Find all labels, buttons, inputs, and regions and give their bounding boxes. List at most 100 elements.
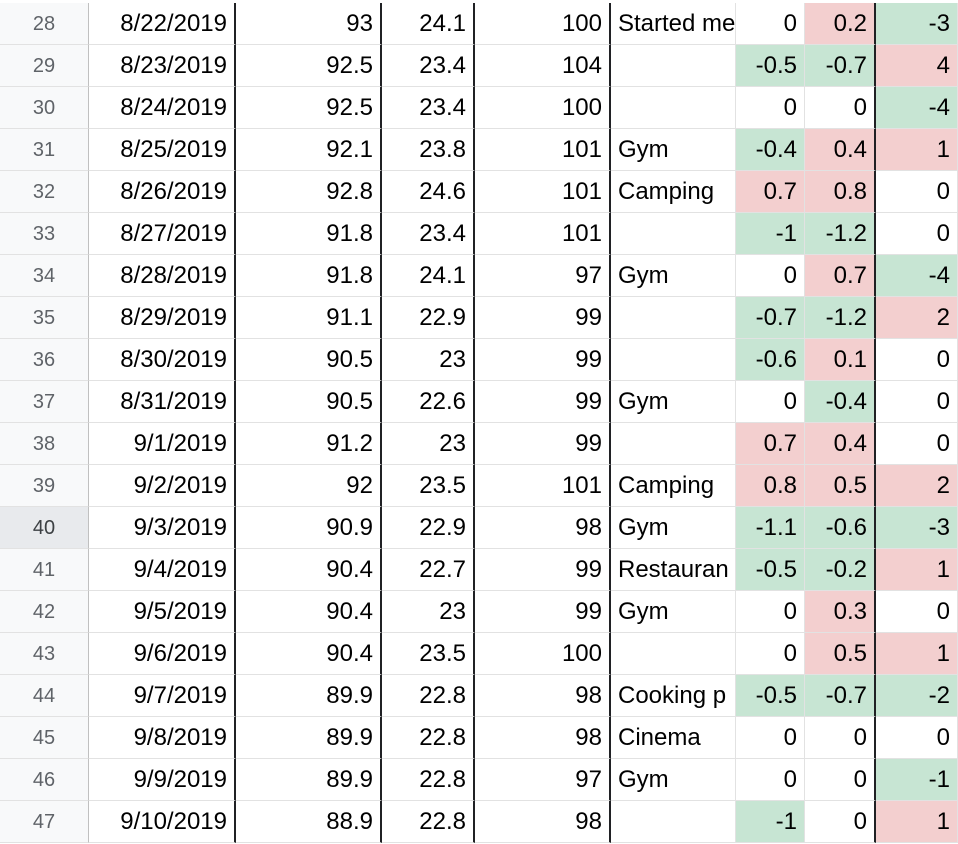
date-cell[interactable]: 9/3/2019 <box>89 507 236 549</box>
value-c-cell[interactable]: 101 <box>475 129 611 171</box>
delta-c-cell[interactable]: 0 <box>876 171 958 213</box>
date-cell[interactable]: 8/22/2019 <box>89 3 236 45</box>
value-b-cell[interactable]: 22.8 <box>382 801 475 843</box>
delta-b-cell[interactable]: -0.4 <box>805 381 876 423</box>
date-cell[interactable]: 9/5/2019 <box>89 591 236 633</box>
date-cell[interactable]: 8/25/2019 <box>89 129 236 171</box>
value-b-cell[interactable]: 23.4 <box>382 87 475 129</box>
value-c-cell[interactable]: 98 <box>475 507 611 549</box>
row-header[interactable]: 35 <box>0 297 89 339</box>
row-header[interactable]: 28 <box>0 3 89 45</box>
value-c-cell[interactable]: 104 <box>475 45 611 87</box>
value-a-cell[interactable]: 92 <box>236 465 382 507</box>
delta-c-cell[interactable]: -4 <box>876 255 958 297</box>
delta-c-cell[interactable]: -1 <box>876 759 958 801</box>
row-header[interactable]: 41 <box>0 549 89 591</box>
delta-a-cell[interactable]: 0 <box>736 759 805 801</box>
value-b-cell[interactable]: 22.6 <box>382 381 475 423</box>
value-c-cell[interactable]: 98 <box>475 717 611 759</box>
date-cell[interactable]: 8/29/2019 <box>89 297 236 339</box>
value-a-cell[interactable]: 89.9 <box>236 675 382 717</box>
value-a-cell[interactable]: 90.4 <box>236 549 382 591</box>
delta-a-cell[interactable]: 0 <box>736 255 805 297</box>
value-c-cell[interactable]: 97 <box>475 255 611 297</box>
date-cell[interactable]: 9/2/2019 <box>89 465 236 507</box>
value-b-cell[interactable]: 22.8 <box>382 675 475 717</box>
delta-c-cell[interactable]: 0 <box>876 381 958 423</box>
note-cell[interactable]: Gym <box>611 759 736 801</box>
row-header[interactable]: 29 <box>0 45 89 87</box>
row-header[interactable]: 33 <box>0 213 89 255</box>
delta-b-cell[interactable]: 0 <box>805 87 876 129</box>
note-cell[interactable] <box>611 213 736 255</box>
row-header[interactable]: 47 <box>0 801 89 843</box>
value-b-cell[interactable]: 24.1 <box>382 255 475 297</box>
note-cell[interactable]: Cinema <box>611 717 736 759</box>
value-c-cell[interactable]: 101 <box>475 213 611 255</box>
row-header[interactable]: 40 <box>0 507 89 549</box>
delta-a-cell[interactable]: 0.8 <box>736 465 805 507</box>
row-header[interactable]: 44 <box>0 675 89 717</box>
row-header[interactable]: 37 <box>0 381 89 423</box>
date-cell[interactable]: 9/7/2019 <box>89 675 236 717</box>
delta-c-cell[interactable]: 2 <box>876 297 958 339</box>
delta-c-cell[interactable]: -4 <box>876 87 958 129</box>
delta-a-cell[interactable]: 0 <box>736 717 805 759</box>
date-cell[interactable]: 8/24/2019 <box>89 87 236 129</box>
delta-a-cell[interactable]: -0.6 <box>736 339 805 381</box>
value-b-cell[interactable]: 23.4 <box>382 213 475 255</box>
delta-a-cell[interactable]: -0.5 <box>736 675 805 717</box>
row-header[interactable]: 45 <box>0 717 89 759</box>
delta-c-cell[interactable]: 2 <box>876 465 958 507</box>
value-a-cell[interactable]: 92.5 <box>236 87 382 129</box>
delta-c-cell[interactable]: -3 <box>876 507 958 549</box>
value-a-cell[interactable]: 90.4 <box>236 591 382 633</box>
value-b-cell[interactable]: 22.8 <box>382 717 475 759</box>
row-header[interactable]: 30 <box>0 87 89 129</box>
delta-c-cell[interactable]: 0 <box>876 339 958 381</box>
delta-c-cell[interactable]: 1 <box>876 633 958 675</box>
date-cell[interactable]: 8/28/2019 <box>89 255 236 297</box>
row-header[interactable]: 34 <box>0 255 89 297</box>
note-cell[interactable]: Gym <box>611 507 736 549</box>
delta-c-cell[interactable]: 1 <box>876 801 958 843</box>
date-cell[interactable]: 9/10/2019 <box>89 801 236 843</box>
note-cell[interactable]: Gym <box>611 255 736 297</box>
delta-b-cell[interactable]: 0.2 <box>805 3 876 45</box>
delta-b-cell[interactable]: 0 <box>805 801 876 843</box>
delta-a-cell[interactable]: 0 <box>736 87 805 129</box>
value-c-cell[interactable]: 100 <box>475 87 611 129</box>
row-header[interactable]: 46 <box>0 759 89 801</box>
delta-b-cell[interactable]: -0.7 <box>805 675 876 717</box>
value-a-cell[interactable]: 91.2 <box>236 423 382 465</box>
note-cell[interactable] <box>611 297 736 339</box>
note-cell[interactable]: Camping <box>611 465 736 507</box>
value-c-cell[interactable]: 98 <box>475 675 611 717</box>
value-b-cell[interactable]: 22.9 <box>382 297 475 339</box>
value-a-cell[interactable]: 93 <box>236 3 382 45</box>
delta-c-cell[interactable]: 0 <box>876 213 958 255</box>
delta-c-cell[interactable]: -3 <box>876 3 958 45</box>
date-cell[interactable]: 9/4/2019 <box>89 549 236 591</box>
delta-b-cell[interactable]: 0 <box>805 717 876 759</box>
value-c-cell[interactable]: 99 <box>475 423 611 465</box>
value-c-cell[interactable]: 99 <box>475 339 611 381</box>
delta-a-cell[interactable]: -0.4 <box>736 129 805 171</box>
value-c-cell[interactable]: 99 <box>475 591 611 633</box>
delta-b-cell[interactable]: 0.1 <box>805 339 876 381</box>
date-cell[interactable]: 9/6/2019 <box>89 633 236 675</box>
value-c-cell[interactable]: 101 <box>475 465 611 507</box>
delta-b-cell[interactable]: 0.7 <box>805 255 876 297</box>
value-a-cell[interactable]: 90.5 <box>236 339 382 381</box>
value-c-cell[interactable]: 101 <box>475 171 611 213</box>
delta-c-cell[interactable]: 1 <box>876 129 958 171</box>
row-header[interactable]: 42 <box>0 591 89 633</box>
value-a-cell[interactable]: 91.1 <box>236 297 382 339</box>
delta-b-cell[interactable]: 0.4 <box>805 423 876 465</box>
note-cell[interactable] <box>611 87 736 129</box>
delta-b-cell[interactable]: 0.3 <box>805 591 876 633</box>
value-a-cell[interactable]: 88.9 <box>236 801 382 843</box>
delta-a-cell[interactable]: -1 <box>736 801 805 843</box>
value-c-cell[interactable]: 100 <box>475 3 611 45</box>
note-cell[interactable] <box>611 801 736 843</box>
